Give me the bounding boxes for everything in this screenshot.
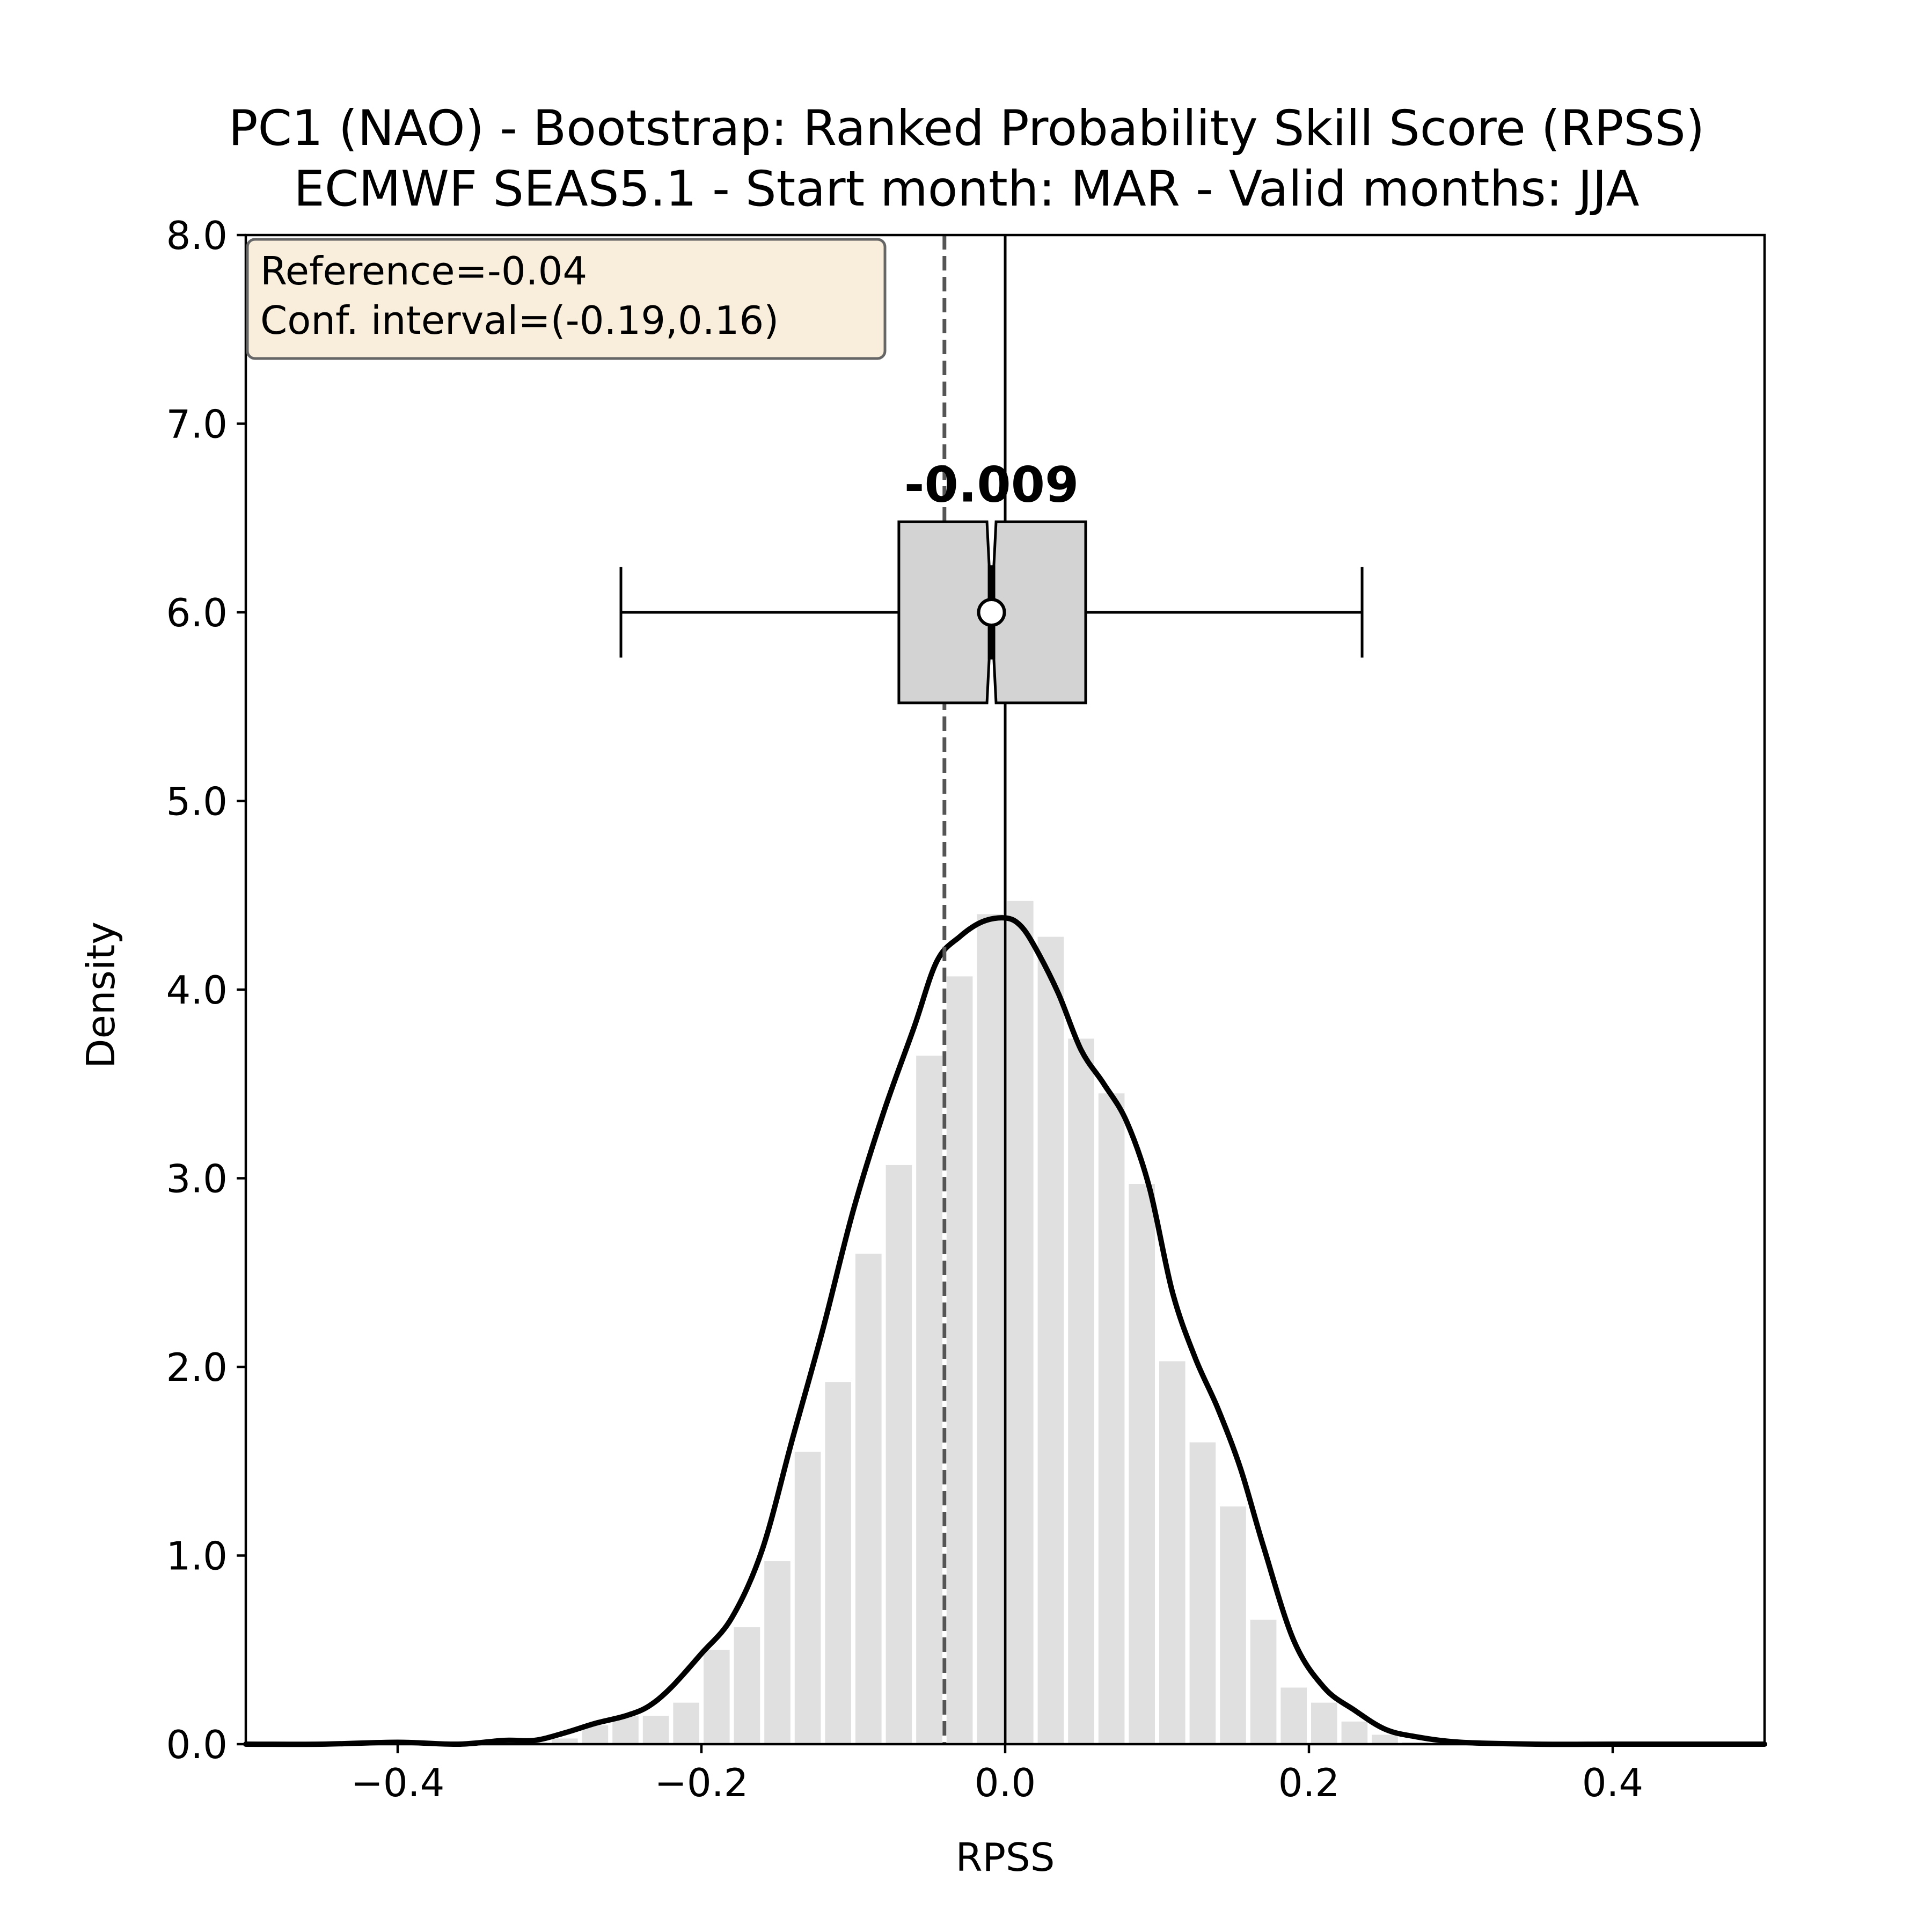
histogram-bar [1037, 936, 1064, 1744]
histogram-bar [1250, 1620, 1277, 1744]
y-tick-label: 3.0 [166, 1157, 228, 1202]
info-box-reference: Reference=-0.04 [260, 248, 587, 294]
y-tick-label: 1.0 [166, 1534, 228, 1579]
histogram-bar [855, 1254, 882, 1744]
y-tick-label: 4.0 [166, 968, 228, 1013]
histogram-bar [1159, 1361, 1185, 1744]
chart-subtitle: ECMWF SEAS5.1 - Start month: MAR - Valid… [294, 161, 1639, 217]
x-axis: −0.4 −0.2 0.0 0.2 0.4 [351, 1744, 1644, 1805]
histogram-bar [825, 1382, 851, 1744]
x-tick-label: −0.4 [351, 1760, 445, 1805]
x-tick-label: 0.2 [1278, 1760, 1340, 1805]
reference-lines [942, 235, 1007, 1744]
y-tick-label: 8.0 [166, 213, 228, 258]
y-tick-label: 2.0 [166, 1345, 228, 1390]
histogram-bar [1068, 1038, 1094, 1744]
histogram-bar [946, 976, 973, 1744]
mean-marker [977, 598, 1006, 627]
y-tick-label: 6.0 [166, 590, 228, 635]
median-value-label: -0.009 [904, 457, 1079, 513]
histogram-bar [1311, 1702, 1337, 1744]
histogram-bar [1341, 1721, 1368, 1744]
x-tick-label: −0.2 [655, 1760, 749, 1805]
histogram-bar [764, 1561, 791, 1744]
info-box: Reference=-0.04 Conf. interval=(-0.19,0.… [246, 238, 887, 360]
chart-title: PC1 (NAO) - Bootstrap: Ranked Probabilit… [229, 100, 1705, 157]
histogram-bar [704, 1650, 730, 1744]
y-tick-label: 5.0 [166, 779, 228, 824]
histogram-bar [916, 1056, 942, 1744]
histogram-bar [1098, 1093, 1125, 1744]
histogram-bar [885, 1165, 912, 1744]
x-axis-label: RPSS [956, 1835, 1055, 1880]
histogram-bar [794, 1452, 821, 1744]
histogram [491, 901, 1429, 1744]
histogram-bar [1220, 1506, 1246, 1744]
histogram-bar [673, 1702, 699, 1744]
info-box-background [246, 238, 887, 360]
y-tick-label: 0.0 [166, 1722, 228, 1767]
boxplot: -0.009 [619, 457, 1364, 705]
histogram-bar [1189, 1442, 1216, 1744]
x-tick-label: 0.4 [1582, 1760, 1644, 1805]
kde-layer [243, 915, 1767, 1747]
y-axis-label: Density [78, 921, 123, 1069]
histogram-bar [1129, 1184, 1155, 1744]
kde-curve [243, 915, 1767, 1747]
histogram-bar [734, 1627, 760, 1744]
histogram-bar [1007, 901, 1034, 1744]
histogram-bar [1280, 1687, 1307, 1744]
info-box-conf-interval: Conf. interval=(-0.19,0.16) [260, 298, 779, 343]
histogram-bar [1372, 1735, 1398, 1744]
histogram-bar [642, 1716, 669, 1744]
histogram-bar [977, 914, 1003, 1744]
y-tick-label: 7.0 [166, 402, 228, 447]
x-tick-label: 0.0 [975, 1760, 1036, 1805]
histogram-bar [552, 1738, 578, 1744]
y-axis: 0.0 1.0 2.0 3.0 4.0 5.0 6.0 7.0 8.0 [166, 213, 246, 1767]
